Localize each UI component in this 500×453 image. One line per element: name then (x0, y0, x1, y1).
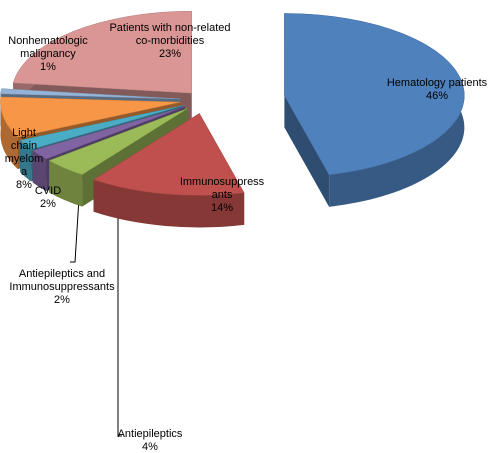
slice-value: 23% (158, 48, 182, 60)
slice-wall (93, 179, 245, 228)
slice-top (0, 96, 181, 138)
slice-top (12, 10, 193, 94)
slice-value: 14% (210, 202, 234, 214)
slice-wall (32, 150, 47, 191)
slice-top (284, 13, 465, 176)
slice-label: Light chain myeloma 8% (3, 127, 45, 192)
slice-name: Antiepileptics (117, 428, 183, 440)
slice-value: 4% (142, 441, 158, 453)
slice-top (0, 88, 181, 100)
slice-name: Light chain myeloma (4, 127, 44, 178)
slice-wall (0, 96, 18, 170)
leader-line (117, 192, 122, 437)
slice-top (92, 113, 245, 196)
slice-value: 2% (54, 294, 70, 306)
slice-label: Antiepileptics and Immunosuppressants 2% (0, 268, 127, 307)
slice-name: CVID (34, 185, 62, 197)
slice-top (19, 105, 184, 150)
slice-side (284, 95, 330, 207)
slice-label: Patients with non-related co-morbidities… (108, 22, 233, 61)
pie-slice (92, 113, 245, 228)
slice-label: Nonhematologic malignancy 1% (0, 35, 96, 74)
slice-label: CVID 2% (28, 185, 68, 211)
slice-value: 46% (425, 90, 449, 102)
slice-name: Antiepileptics and Immunosuppressants (9, 268, 115, 293)
slice-name: Hematology patients (386, 77, 488, 89)
slice-label: Hematology patients 46% (382, 77, 492, 103)
slice-name: Patients with non-related co-morbidities (109, 22, 231, 47)
slice-wall (49, 160, 83, 207)
slice-wall (20, 140, 32, 182)
pie-slice (284, 13, 465, 207)
leader-line (70, 181, 81, 263)
slice-name: Nonhematologic malignancy (8, 35, 88, 60)
slice-label: Antiepileptics 4% (115, 428, 185, 453)
slice-top (32, 106, 185, 160)
slice-value: 1% (40, 61, 56, 73)
slice-top (48, 108, 189, 175)
slice-value: 8% (16, 179, 32, 191)
slice-value: 2% (40, 198, 56, 210)
slice-name: Immunosuppressants (179, 176, 265, 201)
slice-label: Immunosuppressants 14% (177, 176, 267, 215)
